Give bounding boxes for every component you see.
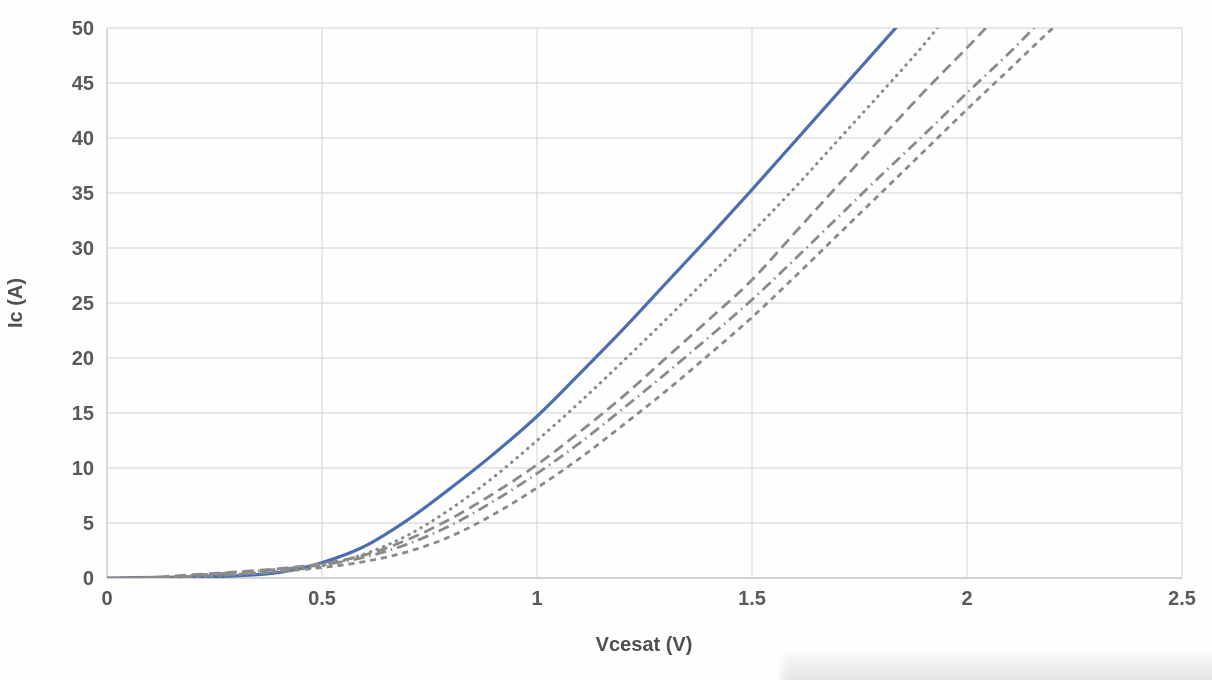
series-curve-short-dash-gray [107,28,1056,578]
series-curve-solid-blue [107,28,898,578]
x-tick-label: 0.5 [308,588,336,610]
y-axis-title: Ic (A) [5,278,27,328]
tick-labels: 0 5 10 15 20 25 30 35 40 45 50 0 0.5 1 1.5 2 2.5 [72,18,1196,610]
x-axis-title: Vcesat (V) [596,634,693,656]
y-tick-label: 15 [72,403,94,425]
x-tick-label: 1.5 [738,588,766,610]
curves [107,28,1056,578]
series-curve-dotted-gray [107,28,940,578]
x-tick-label: 0 [101,588,112,610]
y-tick-label: 25 [72,293,94,315]
gridlines [106,27,1183,579]
y-tick-label: 45 [72,73,94,95]
series-curve-dash-dot-gray [107,28,1036,578]
y-tick-label: 50 [72,18,94,40]
y-tick-label: 40 [72,128,94,150]
y-tick-label: 20 [72,348,94,370]
y-tick-label: 10 [72,458,94,480]
x-tick-label: 1 [531,588,542,610]
y-tick-label: 5 [83,513,94,535]
series-curve-long-dash-gray [107,28,988,578]
x-tick-label: 2 [961,588,972,610]
x-tick-label: 2.5 [1168,588,1196,610]
y-tick-label: 0 [83,568,94,590]
y-tick-label: 30 [72,238,94,260]
background-smudge [782,649,1212,680]
y-tick-label: 35 [72,183,94,205]
